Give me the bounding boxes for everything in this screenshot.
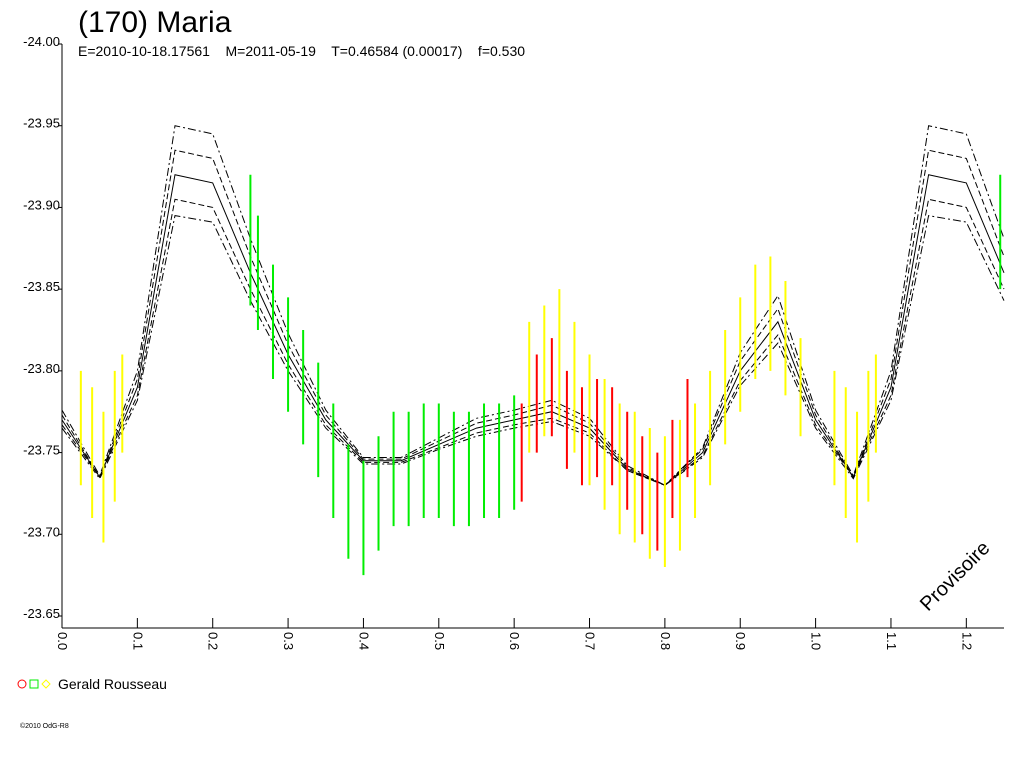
y-tick-label: -23.85 (23, 279, 60, 294)
y-tick-label: -23.70 (23, 524, 60, 539)
x-tick-label: 0.7 (583, 632, 598, 650)
y-tick-label: -23.80 (23, 361, 60, 376)
model-curve (61, 174, 1005, 486)
x-tick-label: 0.5 (432, 632, 447, 650)
x-tick-label: 1.2 (959, 632, 974, 650)
y-tick-label: -24.00 (23, 34, 60, 49)
y-tick-label: -23.90 (23, 197, 60, 212)
chart-subtitle: E=2010-10-18.17561 M=2011-05-19 T=0.4658… (78, 43, 525, 59)
x-tick-label: 0.3 (281, 632, 296, 650)
x-tick-label: 0.9 (733, 632, 748, 650)
y-tick-label: -23.65 (23, 606, 60, 621)
x-tick-label: 0.8 (658, 632, 673, 650)
x-tick-label: 0.6 (507, 632, 522, 650)
x-tick-label: 0.2 (206, 632, 221, 650)
x-tick-label: 1.0 (809, 632, 824, 650)
legend-marker (17, 679, 27, 689)
legend-marker (29, 679, 39, 689)
legend-marker (41, 679, 51, 689)
y-tick-label: -23.95 (23, 116, 60, 131)
chart-title: (170) Maria (78, 6, 232, 39)
model-curve (61, 198, 1005, 486)
footer: ©2010 OdG-R8 (20, 722, 69, 730)
model-curve (61, 215, 1005, 486)
x-tick-label: 0.1 (130, 632, 145, 650)
annotation: Provisoire (916, 537, 994, 615)
model-curve (61, 125, 1005, 486)
y-tick-label: -23.75 (23, 443, 60, 458)
model-curve (61, 149, 1005, 486)
legend-label: Gerald Rousseau (58, 676, 167, 692)
x-tick-label: 0.0 (55, 632, 70, 650)
x-tick-label: 1.1 (884, 632, 899, 650)
x-tick-label: 0.4 (356, 632, 371, 650)
